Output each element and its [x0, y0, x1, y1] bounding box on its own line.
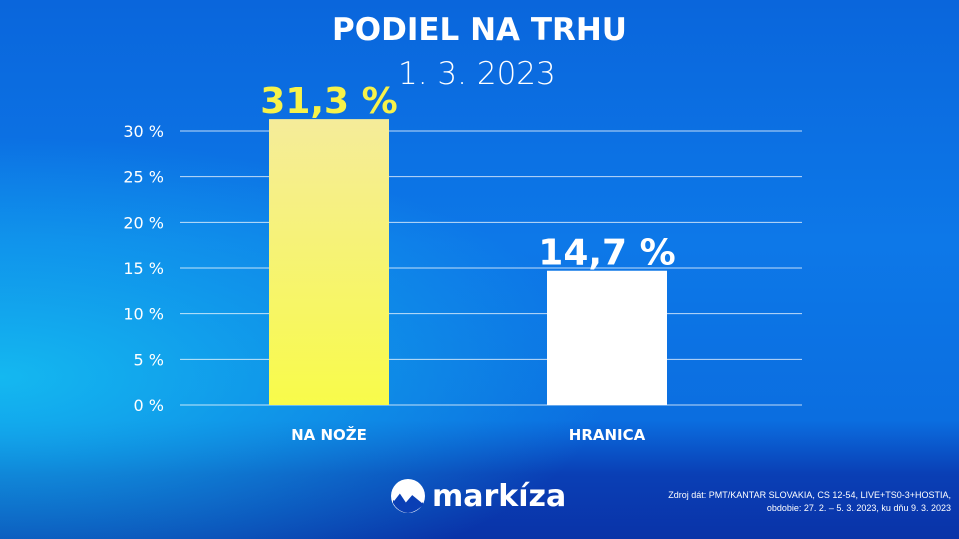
y-tick-label: 0 %	[134, 396, 164, 415]
y-tick-label: 10 %	[123, 305, 164, 324]
markiza-logo: markíza	[390, 478, 566, 514]
y-tick-label: 25 %	[123, 168, 164, 187]
y-tick-label: 15 %	[123, 259, 164, 278]
bar-1	[269, 119, 389, 406]
y-tick-label: 30 %	[123, 122, 164, 141]
x-tick-label: NA NOŽE	[291, 425, 367, 444]
x-tick-label: HRANICA	[569, 426, 646, 444]
chart-subtitle: 1. 3. 2023	[398, 56, 556, 92]
y-tick-label: 20 %	[123, 213, 164, 232]
data-label: 31,3 %	[260, 81, 397, 122]
markiza-mountain-icon	[391, 479, 425, 513]
data-label: 14,7 %	[538, 233, 675, 274]
source-line-1: Zdroj dát: PMT/KANTAR SLOVAKIA, CS 12-54…	[668, 490, 951, 500]
source-note: Zdroj dát: PMT/KANTAR SLOVAKIA, CS 12-54…	[668, 489, 951, 515]
bar-2	[547, 270, 667, 405]
source-line-2: obdobie: 27. 2. – 5. 3. 2023, ku dňu 9. …	[766, 503, 951, 513]
y-tick-label: 5 %	[134, 350, 164, 369]
logo-text: markíza	[432, 478, 567, 514]
chart-title: PODIEL NA TRHU	[332, 12, 627, 48]
